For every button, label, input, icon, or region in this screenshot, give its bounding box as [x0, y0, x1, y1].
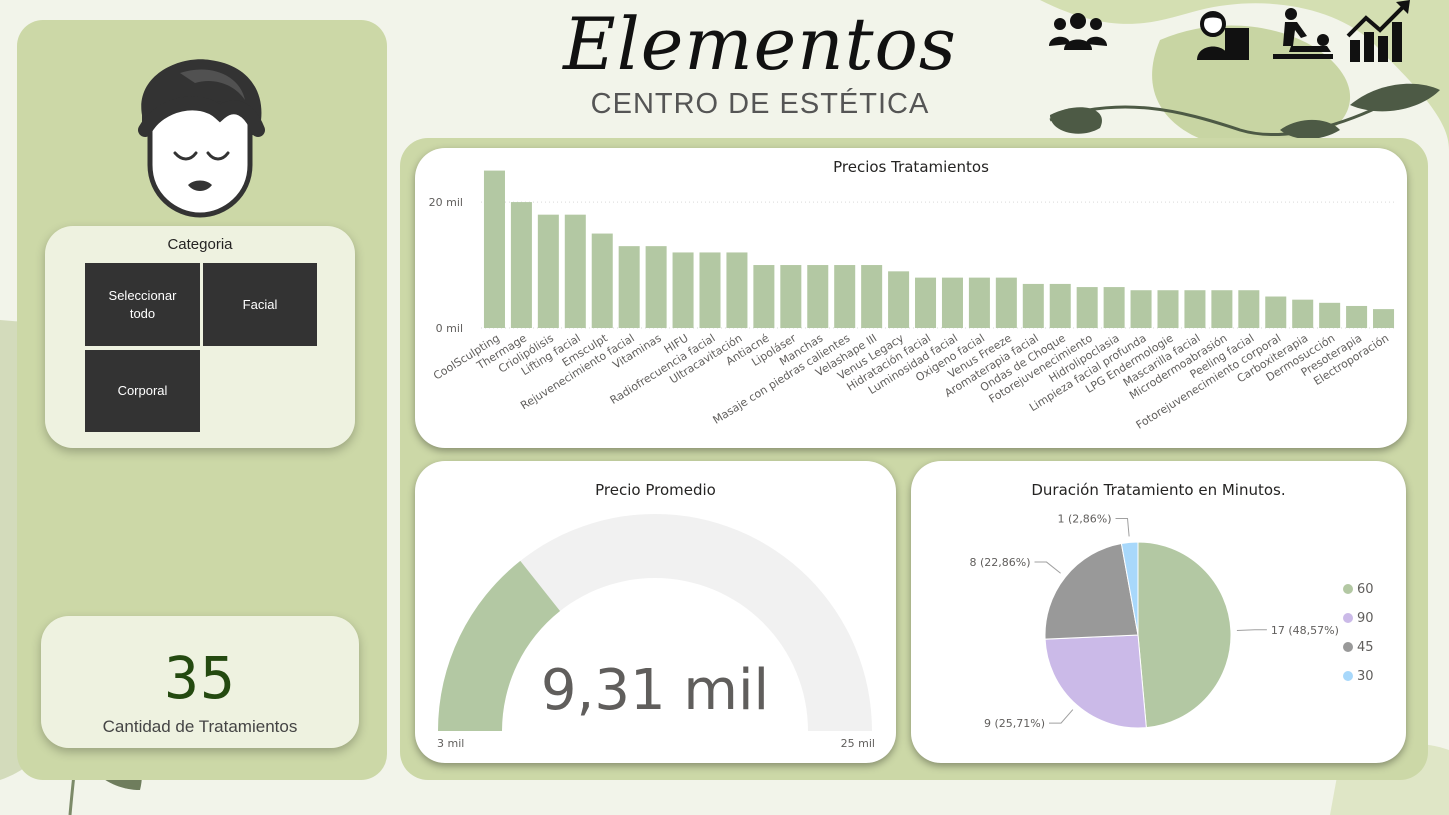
treatment-count-card: 35 Cantidad de Tratamientos [41, 616, 359, 748]
pie-data-label: 9 (25,71%) [984, 717, 1045, 730]
prices-chart-title: Precios Tratamientos [833, 158, 989, 176]
pie-data-label: 1 (2,86%) [1057, 512, 1111, 525]
bar[interactable] [915, 277, 937, 328]
bar[interactable] [1049, 283, 1071, 328]
bar[interactable] [1211, 290, 1233, 328]
pie-leader-line [1049, 709, 1074, 724]
y-tick-label: 20 mil [429, 196, 463, 209]
bar[interactable] [1373, 309, 1395, 328]
gauge-fill [438, 560, 561, 731]
bar[interactable] [1346, 305, 1368, 328]
pie-slice[interactable] [1120, 541, 1139, 636]
massage-icon[interactable] [1271, 6, 1335, 62]
slicer-title: Categoria [167, 236, 233, 253]
bar[interactable] [807, 265, 829, 328]
bar[interactable] [591, 233, 613, 328]
spa-woman-icon [138, 59, 265, 218]
legend-label[interactable]: 90 [1357, 611, 1374, 626]
bar[interactable] [1103, 287, 1125, 328]
pie-slice[interactable] [1137, 541, 1232, 729]
legend-marker [1343, 613, 1353, 623]
legend-marker [1343, 642, 1353, 652]
bar[interactable] [888, 271, 910, 328]
average-price-card: Precio Promedio 9,31 mil 3 mil 25 mil [415, 461, 896, 763]
bar[interactable] [483, 170, 505, 328]
pie-slice[interactable] [1044, 634, 1147, 729]
category-slicer: Categoria Seleccionar todo Facial Corpor… [45, 226, 355, 448]
legend-label[interactable]: 45 [1357, 640, 1374, 655]
bar[interactable] [1292, 299, 1314, 328]
brand-name: Elementos [563, 2, 957, 86]
bar[interactable] [1265, 296, 1287, 328]
bar[interactable] [995, 277, 1017, 328]
bar[interactable] [726, 252, 748, 328]
growth-chart-icon[interactable] [1346, 0, 1414, 64]
prices-chart-card: Precios Tratamientos 0 mil 20 mil CoolScul… [415, 148, 1407, 448]
bar[interactable] [968, 277, 990, 328]
bar[interactable] [780, 265, 802, 328]
bar[interactable] [1157, 290, 1179, 328]
gauge-min-label: 3 mil [437, 737, 464, 750]
bar[interactable] [564, 214, 586, 328]
brand-subtitle: CENTRO DE ESTÉTICA [590, 88, 930, 120]
legend-marker [1343, 584, 1353, 594]
duration-chart-card: Duración Tratamiento en Minutos. 17 (48,… [911, 461, 1406, 763]
bar[interactable] [537, 214, 559, 328]
gauge-max-label: 25 mil [841, 737, 875, 750]
average-price-gauge: 9,31 mil 3 mil 25 mil [437, 514, 875, 750]
pie-leader-line [1236, 629, 1267, 632]
pie-data-label: 17 (48,57%) [1271, 624, 1339, 637]
pie-data-label: 8 (22,86%) [969, 556, 1030, 569]
slicer-option-corporal[interactable]: Corporal [85, 350, 200, 432]
bar[interactable] [645, 246, 667, 328]
bar[interactable] [1238, 290, 1260, 328]
legend-label[interactable]: 30 [1357, 669, 1374, 684]
legend-marker [1343, 671, 1353, 681]
bar[interactable] [1184, 290, 1206, 328]
pie-leader-line [1034, 561, 1061, 574]
brand-logo: Elementos CENTRO DE ESTÉTICA [560, 0, 960, 130]
treatment-count-label: Cantidad de Tratamientos [102, 717, 298, 736]
pie-slice[interactable] [1044, 542, 1139, 640]
treatment-count-value: 35 [164, 644, 236, 712]
bar[interactable] [941, 277, 963, 328]
slicer-option-select-all[interactable]: Seleccionar todo [85, 263, 200, 346]
bar[interactable] [834, 265, 856, 328]
group-icon[interactable] [1048, 10, 1108, 52]
gauge-track [438, 514, 872, 731]
duration-chart-title: Duración Tratamiento en Minutos. [1031, 481, 1286, 499]
slicer-option-facial[interactable]: Facial [203, 263, 317, 346]
pie-leader-line [1115, 517, 1130, 537]
receptionist-icon[interactable] [1195, 8, 1251, 62]
bar[interactable] [618, 246, 640, 328]
average-price-title: Precio Promedio [595, 481, 716, 499]
bar[interactable] [699, 252, 721, 328]
y-tick-label: 0 mil [436, 322, 463, 335]
bar[interactable] [861, 265, 883, 328]
bar[interactable] [1130, 290, 1152, 328]
legend-label[interactable]: 60 [1357, 582, 1374, 597]
duration-pie-chart: 17 (48,57%) 60 9 (25,71%) 90 8 (22,86%) 45 1 (… [969, 512, 1374, 730]
bar[interactable] [510, 202, 532, 328]
bar[interactable] [672, 252, 694, 328]
bar[interactable] [753, 265, 775, 328]
bar[interactable] [1319, 302, 1341, 328]
gauge-value: 9,31 mil [541, 658, 769, 723]
bar[interactable] [1022, 283, 1044, 328]
bar[interactable] [1076, 287, 1098, 328]
